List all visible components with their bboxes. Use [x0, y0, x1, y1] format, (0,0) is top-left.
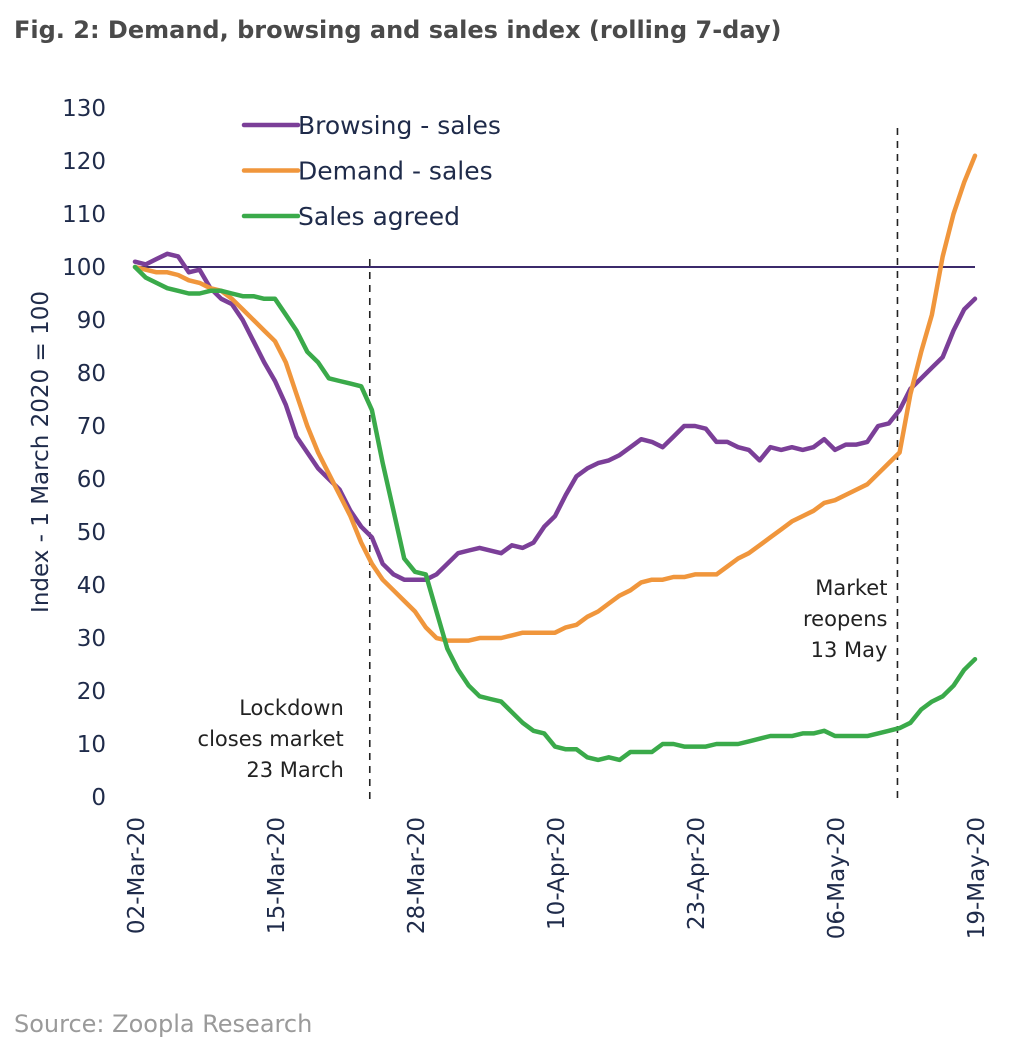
chart-title: Fig. 2: Demand, browsing and sales index… — [14, 16, 781, 44]
series-line — [132, 153, 978, 643]
series-line — [132, 251, 978, 582]
y-axis-label: Index - 1 March 2020 = 100 — [28, 291, 54, 613]
legend-label: Browsing - sales — [298, 111, 501, 140]
x-tick-label: 15-Mar-20 — [264, 817, 290, 934]
x-tick-label: 02-Mar-20 — [124, 817, 150, 934]
legend-label: Sales agreed — [298, 202, 460, 231]
series-line — [132, 264, 978, 763]
x-tick-label: 28-Mar-20 — [404, 817, 430, 934]
y-tick-label: 30 — [77, 626, 106, 652]
x-tick-label: 23-Apr-20 — [684, 817, 710, 930]
y-tick-label: 110 — [62, 202, 106, 228]
annotation: closes market — [198, 727, 344, 751]
y-tick-label: 90 — [77, 308, 106, 334]
y-tick-label: 50 — [77, 520, 106, 546]
y-tick-label: 120 — [62, 149, 106, 175]
x-tick-label: 19-May-20 — [964, 817, 990, 939]
y-tick-label: 40 — [77, 573, 106, 599]
source: Source: Zoopla Research — [14, 1010, 312, 1038]
annotation: Market — [815, 576, 887, 600]
legend-label: Demand - sales — [298, 157, 493, 186]
x-tick-label: 06-May-20 — [824, 817, 850, 939]
y-tick-label: 20 — [77, 679, 106, 705]
y-tick-label: 70 — [77, 414, 106, 440]
y-tick-label: 100 — [62, 255, 106, 281]
x-tick-label: 10-Apr-20 — [544, 817, 570, 930]
annotation: 13 May — [811, 638, 888, 662]
annotation: 23 March — [246, 758, 343, 782]
annotation: Lockdown — [239, 696, 344, 720]
y-tick-label: 0 — [91, 785, 106, 811]
y-tick-label: 60 — [77, 467, 106, 493]
y-tick-label: 80 — [77, 361, 106, 387]
annotation: reopens — [803, 607, 887, 631]
y-tick-label: 130 — [62, 96, 106, 122]
y-tick-label: 10 — [77, 732, 106, 758]
